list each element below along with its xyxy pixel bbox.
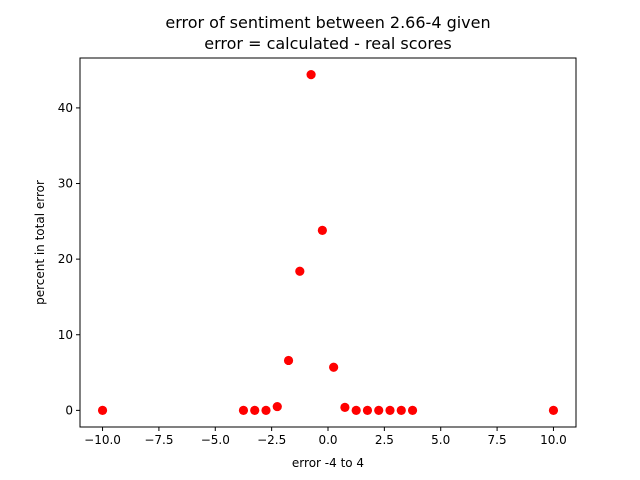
data-point [374, 405, 384, 415]
x-tick-label: 7.5 [488, 433, 507, 447]
data-point [261, 405, 271, 415]
x-tick-label: 5.0 [431, 433, 450, 447]
data-point [97, 405, 108, 415]
data-point [362, 405, 373, 415]
data-point [385, 405, 395, 415]
y-tick-label: 0 [65, 403, 73, 417]
data-points [97, 70, 559, 415]
data-point [238, 405, 249, 415]
plot-frame [79, 57, 577, 428]
data-point [548, 405, 559, 415]
x-tick-label: −5.0 [201, 433, 230, 447]
data-point [283, 355, 294, 366]
y-tick-label: 30 [58, 177, 73, 191]
data-point [329, 362, 339, 372]
y-tick-label: 10 [58, 328, 73, 342]
data-point [306, 70, 316, 80]
data-point [295, 266, 305, 276]
data-point [351, 405, 361, 415]
x-tick-label: −10.0 [84, 433, 121, 447]
chart-title: error of sentiment between 2.66-4 given [165, 13, 490, 32]
data-point [272, 401, 282, 412]
y-tick-label: 40 [58, 101, 73, 115]
chart-subtitle: error = calculated - real scores [204, 34, 452, 53]
data-point [250, 405, 260, 415]
data-point [317, 225, 327, 236]
data-point [396, 405, 406, 415]
x-tick-label: −7.5 [144, 433, 173, 447]
x-tick-label: 2.5 [375, 433, 394, 447]
x-tick-label: −2.5 [257, 433, 286, 447]
y-tick-label: 20 [58, 252, 73, 266]
data-point [407, 405, 418, 415]
x-tick-label: 0.0 [318, 433, 337, 447]
y-axis-label: percent in total error [33, 180, 47, 305]
x-axis-label: error -4 to 4 [292, 456, 364, 470]
axis-ticks: −10.0 −7.5 −5.0 −2.5 0.0 2.5 5.0 7.5 10.0 0 10 20 30… [58, 101, 567, 447]
x-tick-label: 10.0 [540, 433, 567, 447]
data-point [340, 402, 350, 412]
